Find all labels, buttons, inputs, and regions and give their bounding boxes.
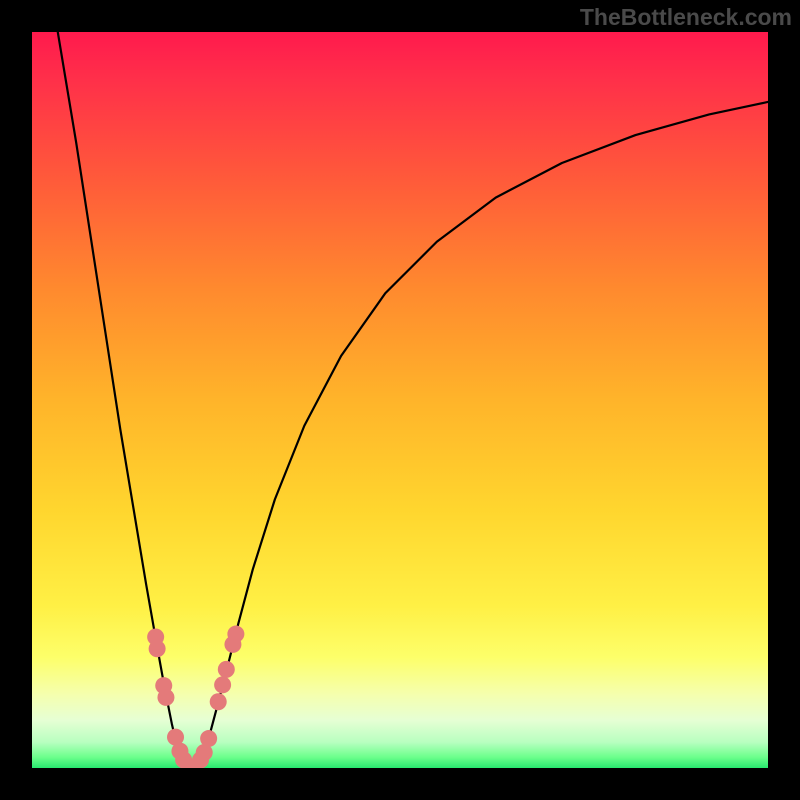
chart-svg bbox=[32, 32, 768, 768]
curve-line bbox=[58, 32, 768, 768]
chart-root: TheBottleneck.com bbox=[0, 0, 800, 800]
marker-point bbox=[227, 626, 244, 643]
marker-point bbox=[149, 640, 166, 657]
marker-point bbox=[218, 661, 235, 678]
marker-point bbox=[200, 730, 217, 747]
watermark-text: TheBottleneck.com bbox=[580, 4, 792, 31]
marker-point bbox=[210, 693, 227, 710]
plot-area bbox=[32, 32, 768, 768]
marker-group bbox=[147, 626, 244, 768]
bottleneck-curve bbox=[58, 32, 768, 768]
marker-point bbox=[157, 689, 174, 706]
marker-point bbox=[214, 676, 231, 693]
